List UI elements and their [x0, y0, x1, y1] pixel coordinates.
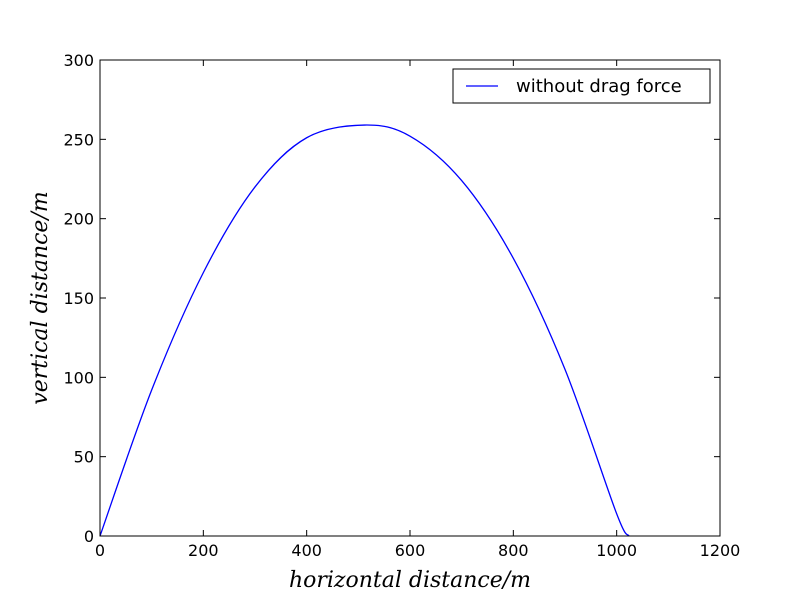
x-tick-label: 0 — [95, 541, 105, 560]
ticks: 0 200 400 600 800 1000 1200 0 50 100 150 200 250 300 — [63, 51, 740, 560]
x-tick-label: 200 — [188, 541, 219, 560]
y-tick-label: 200 — [63, 210, 94, 229]
y-axis-title: vertical distance/m — [28, 191, 53, 404]
x-tick-label: 400 — [291, 541, 322, 560]
x-tick-label: 800 — [498, 541, 529, 560]
x-tick-label: 600 — [395, 541, 426, 560]
y-tick-label: 0 — [84, 527, 94, 546]
x-axis-title: horizontal distance/m — [289, 568, 531, 593]
legend: without drag force — [452, 68, 711, 104]
x-tick-label: 1000 — [596, 541, 637, 560]
x-tick-label: 1200 — [700, 541, 741, 560]
y-tick-label: 50 — [74, 448, 94, 467]
plot-frame — [99, 59, 721, 537]
plot-area — [100, 60, 720, 536]
y-tick-label: 250 — [63, 130, 94, 149]
y-tick-label: 100 — [63, 368, 94, 387]
y-tick-label: 150 — [63, 289, 94, 308]
legend-label: without drag force — [516, 76, 682, 97]
series-line — [99, 124, 630, 537]
y-tick-label: 300 — [63, 51, 94, 70]
series-layer — [99, 124, 630, 537]
